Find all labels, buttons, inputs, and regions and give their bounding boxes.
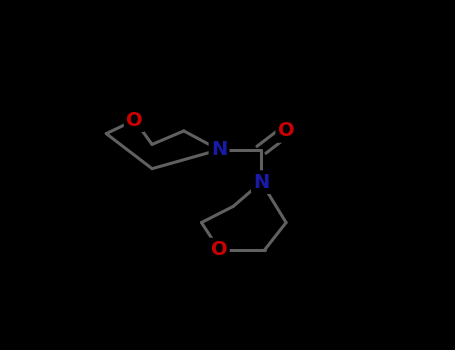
Text: N: N (211, 140, 227, 159)
Text: O: O (211, 240, 228, 259)
Text: O: O (126, 111, 143, 130)
Text: O: O (278, 121, 294, 140)
Text: N: N (253, 173, 269, 192)
